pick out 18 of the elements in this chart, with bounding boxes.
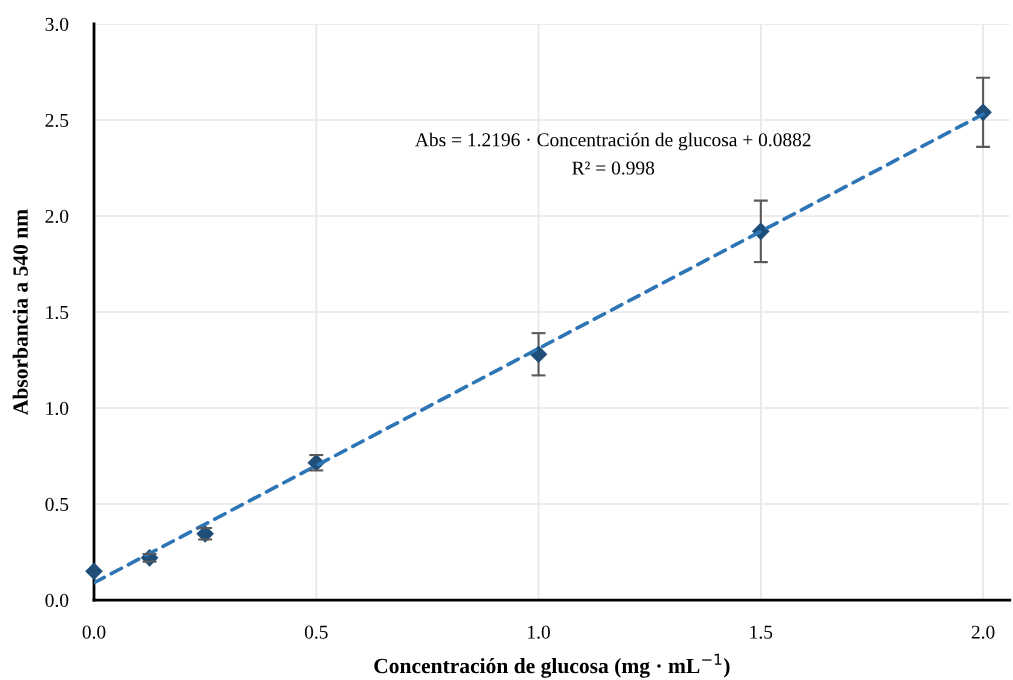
x-tick-label: 1.0 <box>528 625 550 639</box>
y-tick-label: 2.5 <box>45 113 69 128</box>
y-axis-title: Absorbancia a 540 nm <box>12 209 28 415</box>
y-tick-label: 3.0 <box>45 17 69 32</box>
x-tick-label: 0.5 <box>304 625 328 639</box>
x-axis-title: Concentración de glucosa (mg · mL$^{−1}$) <box>374 653 730 678</box>
y-tick-label: 2.0 <box>45 209 69 224</box>
x-tick-label: 0.0 <box>82 625 106 639</box>
annotation: Abs = 1.2196 · Concentración de glucosa + 0.0882 <box>415 132 811 151</box>
point <box>85 562 103 580</box>
y-tick-label: 0.0 <box>45 593 69 608</box>
x-tick-label: 2.0 <box>971 625 995 639</box>
y-tick-label: 1.5 <box>46 305 69 320</box>
annotation: R² = 0.998 <box>572 161 655 175</box>
point <box>529 345 548 363</box>
y-tick-label: 0.5 <box>45 497 69 512</box>
y-tick-label: 1.0 <box>46 401 69 416</box>
x-tick-label: 1.5 <box>750 625 773 639</box>
